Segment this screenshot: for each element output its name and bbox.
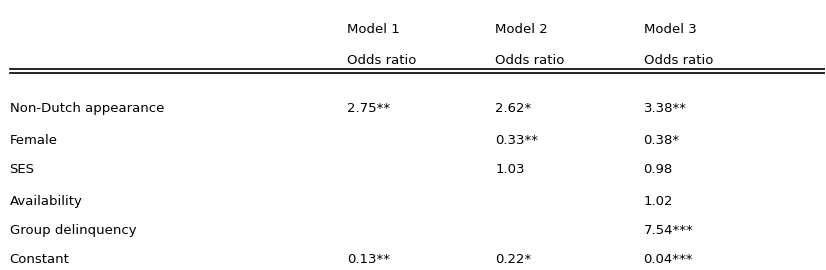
Text: 2.62*: 2.62* — [496, 102, 532, 115]
Text: Odds ratio: Odds ratio — [347, 54, 416, 67]
Text: 1.03: 1.03 — [496, 163, 525, 176]
Text: Odds ratio: Odds ratio — [643, 54, 713, 67]
Text: Female: Female — [10, 134, 58, 147]
Text: Model 1: Model 1 — [347, 23, 400, 36]
Text: 0.38*: 0.38* — [643, 134, 680, 147]
Text: 0.33**: 0.33** — [496, 134, 539, 147]
Text: Non-Dutch appearance: Non-Dutch appearance — [10, 102, 164, 115]
Text: Odds ratio: Odds ratio — [496, 54, 565, 67]
Text: 7.54***: 7.54*** — [643, 224, 693, 237]
Text: SES: SES — [10, 163, 35, 176]
Text: Availability: Availability — [10, 195, 83, 208]
Text: 2.75**: 2.75** — [347, 102, 390, 115]
Text: 0.22*: 0.22* — [496, 253, 532, 266]
Text: 0.98: 0.98 — [643, 163, 672, 176]
Text: Model 2: Model 2 — [496, 23, 548, 36]
Text: Model 3: Model 3 — [643, 23, 696, 36]
Text: Constant: Constant — [10, 253, 69, 266]
Text: Group delinquency: Group delinquency — [10, 224, 136, 237]
Text: 0.13**: 0.13** — [347, 253, 390, 266]
Text: 3.38**: 3.38** — [643, 102, 686, 115]
Text: 1.02: 1.02 — [643, 195, 673, 208]
Text: 0.04***: 0.04*** — [643, 253, 693, 266]
